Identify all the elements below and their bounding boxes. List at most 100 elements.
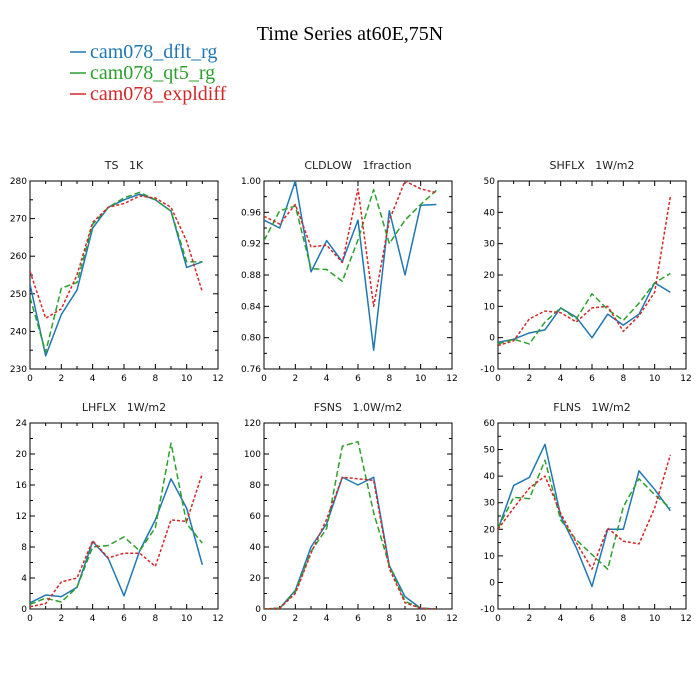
y-tick-label: 0 (21, 605, 27, 615)
y-tick-label: 50 (484, 177, 496, 187)
x-tick-label: 10 (415, 374, 427, 384)
chart-title: FSNS 1.0W/m2 (314, 401, 403, 414)
x-tick-label: 10 (181, 614, 193, 624)
series-line-cam078_expldiff (30, 473, 204, 608)
x-tick-label: 2 (58, 374, 64, 384)
x-tick-label: 12 (212, 374, 223, 384)
y-tick-label: 50 (484, 446, 496, 456)
y-tick-label: 1.00 (241, 177, 261, 187)
x-tick-label: 10 (181, 374, 193, 384)
y-tick-label: 4 (21, 574, 27, 584)
x-tick-label: 2 (526, 374, 532, 384)
series-line-cam078_qt5_rg (264, 188, 437, 283)
x-tick-label: 0 (495, 614, 501, 624)
y-tick-label: 0 (489, 578, 495, 588)
plot-frame (263, 422, 453, 610)
y-tick-label: 100 (244, 450, 261, 460)
x-tick-label: 4 (90, 614, 96, 624)
series-line-cam078_expldiff (264, 476, 437, 609)
chart-title: LHFLX 1W/m2 (82, 401, 166, 414)
y-tick-label: -10 (480, 605, 495, 615)
x-tick-label: 8 (620, 374, 626, 384)
series-line-cam078_qt5_rg (498, 272, 671, 345)
y-tick-label: 12 (16, 512, 27, 522)
x-tick-label: 2 (292, 374, 298, 384)
x-tick-label: 4 (324, 374, 330, 384)
y-tick-label: 10 (484, 552, 496, 562)
x-tick-label: 12 (680, 374, 691, 384)
series-line-cam078_dflt_rg (498, 282, 671, 344)
y-tick-label: 280 (10, 177, 27, 187)
series-line-cam078_dflt_rg (30, 193, 203, 357)
y-tick-label: 120 (244, 419, 261, 429)
series-line-cam078_expldiff (498, 196, 672, 347)
legend-label: cam078_dflt_rg (90, 41, 217, 63)
y-tick-label: 0.76 (241, 365, 261, 375)
y-tick-label: 40 (484, 208, 496, 218)
y-tick-label: 230 (10, 365, 27, 375)
y-tick-label: 20 (484, 271, 496, 281)
legend-label: cam078_expldiff (90, 83, 227, 105)
x-tick-label: 2 (526, 614, 532, 624)
plot-frame (29, 422, 219, 610)
y-tick-label: 20 (16, 450, 28, 460)
x-tick-label: 8 (620, 614, 626, 624)
x-tick-label: 8 (386, 374, 392, 384)
x-tick-label: 6 (121, 614, 127, 624)
y-tick-label: 0.88 (241, 271, 261, 281)
series-line-cam078_qt5_rg (30, 191, 203, 353)
x-tick-label: 4 (324, 614, 330, 624)
series-line-cam078_qt5_rg (264, 440, 437, 609)
y-tick-label: 60 (250, 512, 262, 522)
plot-frame (497, 180, 687, 370)
y-tick-label: 40 (484, 472, 496, 482)
figure-title: Time Series at60E,75N (257, 23, 443, 45)
x-tick-label: 12 (212, 614, 223, 624)
y-tick-label: 0 (489, 334, 495, 344)
y-tick-label: 20 (250, 574, 262, 584)
y-tick-label: 0.84 (241, 302, 261, 312)
series-line-cam078_dflt_rg (30, 478, 204, 604)
chart-title: TS 1K (104, 159, 144, 172)
y-tick-label: 30 (484, 240, 496, 250)
series-line-cam078_qt5_rg (498, 459, 671, 570)
x-tick-label: 6 (355, 374, 361, 384)
series-line-cam078_dflt_rg (264, 181, 437, 351)
chart-panel: TS 1K 0 2 4 6 8 10 12 230 240 250 260 270 280 (10, 159, 224, 384)
x-tick-label: 0 (27, 374, 33, 384)
y-tick-label: 8 (21, 543, 27, 553)
series-line-cam078_dflt_rg (264, 476, 437, 609)
plot-frame (29, 180, 219, 370)
x-tick-label: 12 (446, 614, 457, 624)
x-tick-label: 0 (261, 614, 267, 624)
y-tick-label: 0 (255, 605, 261, 615)
x-tick-label: 12 (680, 614, 691, 624)
chart-title: FLNS 1W/m2 (553, 401, 630, 414)
chart-title: SHFLX 1W/m2 (549, 159, 634, 172)
x-tick-label: 6 (121, 374, 127, 384)
plot-frame (497, 422, 687, 610)
series-line-cam078_expldiff (30, 195, 204, 319)
chart-panel: CLDLOW 1fraction 0 2 4 6 8 10 12 0.76 0.80 0.84 0.8… (241, 159, 458, 384)
x-tick-label: 0 (261, 374, 267, 384)
series-line-cam078_dflt_rg (498, 443, 671, 588)
x-tick-label: 0 (27, 614, 33, 624)
legend-label: cam078_qt5_rg (90, 62, 215, 84)
y-tick-label: 80 (250, 481, 262, 491)
y-tick-label: 40 (250, 543, 262, 553)
y-tick-label: 250 (10, 290, 27, 300)
y-tick-label: 0.96 (241, 208, 261, 218)
x-tick-label: 8 (386, 614, 392, 624)
legend: cam078_dflt_rgcam078_qt5_rgcam078_expldi… (70, 41, 227, 105)
y-tick-label: 30 (484, 499, 496, 509)
y-tick-label: -10 (480, 365, 495, 375)
x-tick-label: 10 (415, 614, 427, 624)
chart-title: CLDLOW 1fraction (304, 159, 411, 172)
x-tick-label: 0 (495, 374, 501, 384)
x-tick-label: 10 (649, 374, 661, 384)
x-tick-label: 6 (589, 374, 595, 384)
y-tick-label: 10 (484, 302, 496, 312)
